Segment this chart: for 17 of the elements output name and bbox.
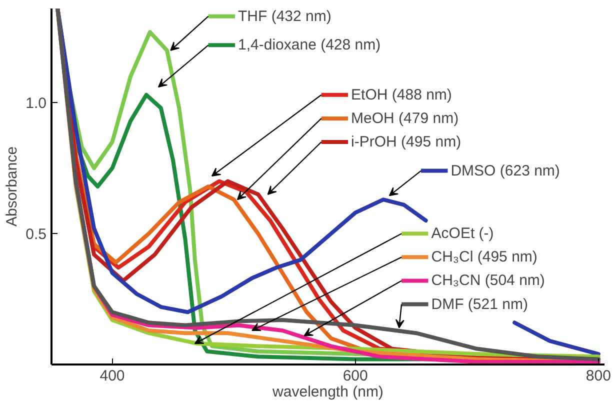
legend-label: CH₃Cl (495 nm) <box>431 248 538 266</box>
legend-label: CH₃CN (504 nm) <box>431 272 545 290</box>
legend-label: 1,4-dioxane (428 nm) <box>238 36 381 54</box>
x-axis-title: wavelength (nm) <box>272 384 384 400</box>
x-tick-label: 600 <box>342 368 368 384</box>
y-tick-label: 1.0 <box>26 95 47 112</box>
legend-label: i-PrOH (495 nm) <box>351 134 462 150</box>
legend-label: EtOH (488 nm) <box>351 86 452 104</box>
legend-label: AcOEt (-) <box>431 225 494 242</box>
y-axis-title: Absorbance <box>4 146 21 227</box>
y-tick-label: 0.5 <box>26 226 47 244</box>
legend-label: DMSO (623 nm) <box>450 162 560 180</box>
legend-label: DMF (521 nm) <box>431 296 528 313</box>
x-tick-label: 400 <box>100 368 125 384</box>
legend-label: MeOH (479 nm) <box>351 110 459 127</box>
legend-label: THF (432 nm) <box>238 8 332 25</box>
x-tick-label: 800 <box>586 368 611 384</box>
